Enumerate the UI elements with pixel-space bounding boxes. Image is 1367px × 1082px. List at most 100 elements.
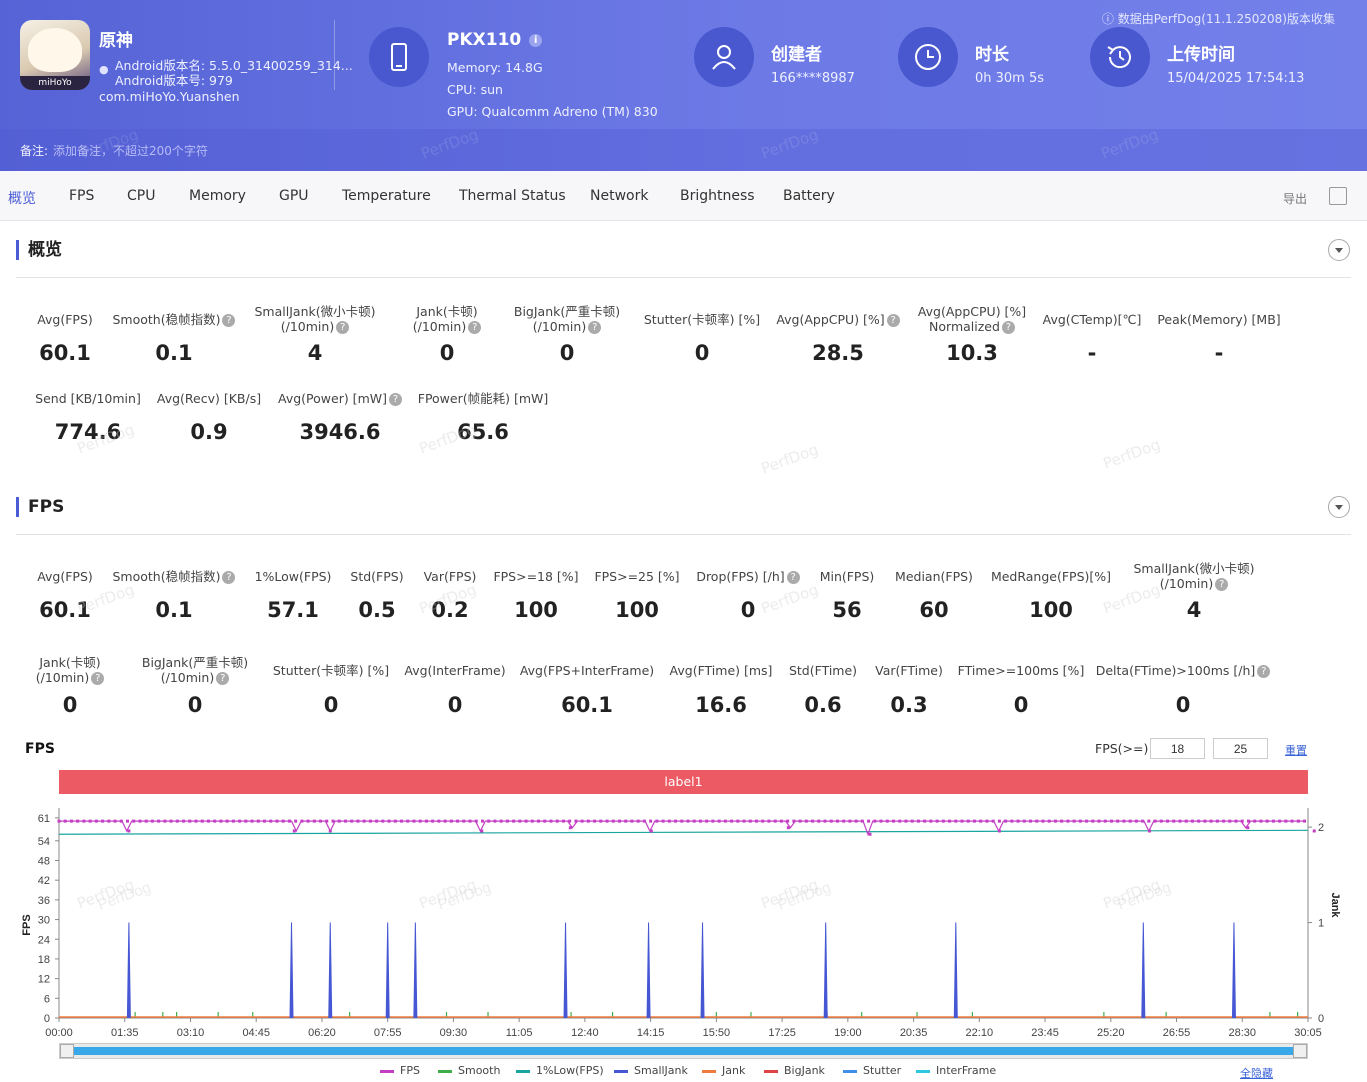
legend-item[interactable]: Stutter: [843, 1064, 901, 1077]
smalljank-spike: [385, 922, 390, 1019]
fps-collapse-button[interactable]: [1328, 496, 1350, 518]
tab-thermal-status[interactable]: Thermal Status: [459, 188, 566, 204]
fps-point: [1147, 819, 1151, 823]
legend-label: BigJank: [784, 1064, 825, 1077]
fps-point: [1128, 819, 1132, 823]
legend-item[interactable]: SmallJank: [614, 1064, 688, 1077]
fps-point: [1253, 819, 1257, 823]
x-tick-label: 09:30: [440, 1027, 468, 1039]
metric-label-text: Smooth(稳帧指数): [112, 312, 221, 327]
slider-handle-right[interactable]: [1293, 1044, 1307, 1058]
time-range-slider[interactable]: [59, 1043, 1308, 1059]
slider-range[interactable]: [74, 1047, 1293, 1055]
tab-overview[interactable]: 概览: [8, 191, 36, 207]
metric-label: Avg(FPS+InterFrame): [497, 663, 677, 678]
fps-point: [263, 819, 267, 823]
y-tick-label: 48: [38, 856, 50, 868]
slider-handle-left[interactable]: [60, 1044, 74, 1058]
fps-point: [910, 819, 914, 823]
fps-point: [698, 819, 702, 823]
remark-label: 备注:: [20, 144, 49, 158]
help-icon[interactable]: ?: [216, 672, 230, 685]
tab-cpu[interactable]: CPU: [127, 188, 156, 204]
help-icon[interactable]: ?: [588, 321, 602, 334]
watermark: PerfDog: [1100, 435, 1163, 473]
x-tick-label: 01:35: [111, 1027, 139, 1039]
help-icon[interactable]: ?: [336, 321, 350, 334]
tab-battery[interactable]: Battery: [783, 188, 835, 204]
device-info-icon[interactable]: i: [529, 33, 543, 47]
remark-bar: 备注: 添加备注，不超过200个字符: [0, 129, 1367, 171]
help-icon[interactable]: ?: [786, 571, 800, 584]
hide-all-link[interactable]: 全隐藏: [1240, 1067, 1273, 1080]
remark-input[interactable]: 添加备注，不超过200个字符: [53, 144, 208, 158]
threshold-input-1[interactable]: [1150, 738, 1205, 759]
help-icon[interactable]: ?: [1257, 665, 1271, 678]
fps-point: [636, 819, 640, 823]
metric-value: 0: [1175, 693, 1191, 717]
help-icon[interactable]: ?: [1001, 321, 1015, 334]
fps-point: [524, 819, 528, 823]
fps-point: [1178, 819, 1182, 823]
legend-item[interactable]: FPS: [380, 1064, 420, 1077]
metric-label-text: Send [KB/10min]: [0, 391, 178, 406]
metric-label-text: MedRange(FPS)[%]: [961, 569, 1141, 584]
fps-point: [188, 819, 192, 823]
reset-link[interactable]: 重置: [1285, 744, 1307, 757]
y-tick-label: 18: [38, 954, 50, 966]
smalljank-spike: [823, 922, 828, 1019]
legend-item[interactable]: InterFrame: [916, 1064, 996, 1077]
tab-brightness[interactable]: Brightness: [680, 188, 755, 204]
fps-point: [842, 819, 846, 823]
help-icon[interactable]: ?: [468, 321, 482, 334]
threshold-input-2[interactable]: [1213, 738, 1268, 759]
smalljank-spike: [328, 922, 333, 1019]
metric-value: 0: [323, 693, 339, 717]
legend-item[interactable]: BigJank: [764, 1064, 825, 1077]
legend-label: 1%Low(FPS): [536, 1064, 604, 1077]
help-icon[interactable]: ?: [91, 672, 105, 685]
fps-title: FPS: [16, 497, 64, 517]
legend-item[interactable]: Jank: [702, 1064, 745, 1077]
tab-memory[interactable]: Memory: [189, 188, 246, 204]
fps-point: [300, 819, 304, 823]
fps-point: [194, 819, 198, 823]
x-tick-label: 14:15: [637, 1027, 665, 1039]
tab-gpu[interactable]: GPU: [279, 188, 309, 204]
fps-point: [437, 819, 441, 823]
label-bar[interactable]: label1: [59, 770, 1308, 794]
fps-point: [493, 819, 497, 823]
fps-point: [854, 819, 858, 823]
legend-item[interactable]: 1%Low(FPS): [516, 1064, 604, 1077]
fps-point: [1209, 819, 1213, 823]
metric-value: 0: [740, 598, 756, 622]
fps-point: [823, 819, 827, 823]
fps-point: [630, 819, 634, 823]
legend-item[interactable]: Smooth: [438, 1064, 500, 1077]
metric-value: 3946.6: [299, 420, 381, 444]
help-icon[interactable]: ?: [388, 393, 402, 406]
help-icon[interactable]: ?: [222, 314, 236, 327]
metric-label: Var(FTime): [819, 663, 999, 678]
header-divider: [334, 20, 335, 90]
tab-temperature[interactable]: Temperature: [342, 188, 431, 204]
fps-point: [1078, 819, 1082, 823]
metric-label: Avg(Recv) [KB/s]: [119, 391, 299, 406]
user-icon: [694, 27, 754, 87]
legend-label: SmallJank: [634, 1064, 688, 1077]
metric-label: BigJank(严重卡顿) (/10min)?: [477, 304, 657, 334]
metric-label-text: FPS>=25 [%]: [594, 569, 680, 584]
help-icon[interactable]: ?: [222, 571, 236, 584]
fps-point: [1284, 819, 1288, 823]
export-button[interactable]: 导出: [1282, 192, 1307, 206]
legend-label: InterFrame: [936, 1064, 997, 1077]
export-icon[interactable]: [1329, 187, 1347, 205]
tab-network[interactable]: Network: [590, 188, 649, 204]
overview-collapse-button[interactable]: [1328, 239, 1350, 261]
help-icon[interactable]: ?: [1215, 578, 1229, 591]
help-icon[interactable]: ?: [886, 314, 900, 327]
fps-point: [169, 819, 173, 823]
tab-fps[interactable]: FPS: [69, 188, 95, 204]
fps-point: [960, 819, 964, 823]
